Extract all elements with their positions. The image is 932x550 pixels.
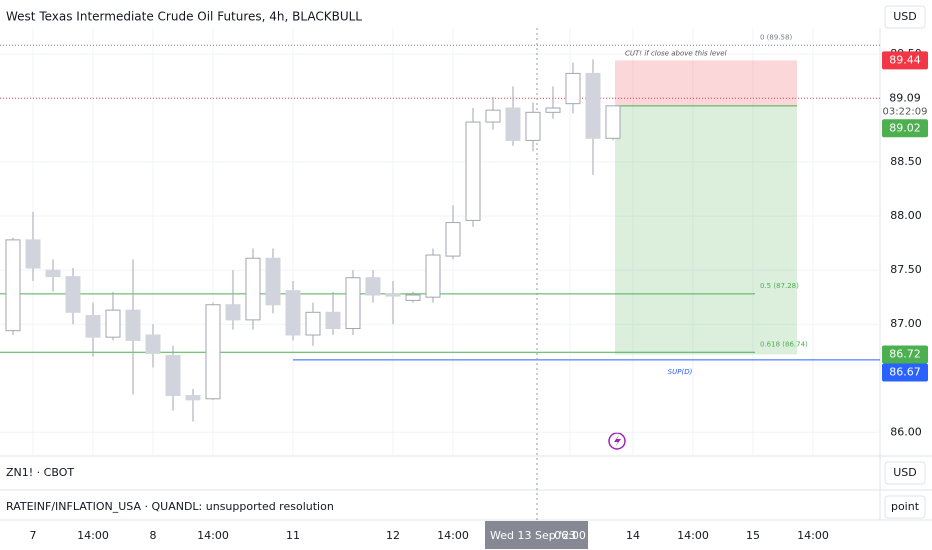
x-tick-label: 14:00 — [437, 529, 469, 542]
price-tag — [882, 345, 928, 364]
pane-scale[interactable]: USD — [893, 466, 917, 479]
y-tick-label: 88.50 — [890, 155, 922, 168]
price-tag-label: 89.02 — [889, 121, 921, 134]
price-tag-label: 86.72 — [889, 347, 921, 360]
pane-scale[interactable]: point — [891, 500, 920, 513]
currency[interactable]: USD — [893, 10, 917, 23]
alert-circle[interactable] — [608, 432, 626, 450]
stop-zone — [615, 60, 797, 106]
fib-label: 0 (89.58) — [760, 33, 792, 41]
x-tick-label: 14:00 — [197, 529, 229, 542]
chart-title: West Texas Intermediate Crude Oil Future… — [6, 10, 362, 24]
candle-body — [45, 269, 61, 278]
x-tick-label: 14:00 — [677, 529, 709, 542]
pane-scale-button[interactable] — [884, 495, 926, 519]
candle-body — [365, 277, 381, 296]
price-tag-sub: 03:22:09 — [883, 106, 928, 117]
candle-body — [265, 257, 281, 306]
price-tag-label: 86.67 — [889, 365, 921, 378]
x-tick-label: 14:00 — [797, 529, 829, 542]
price-tag — [882, 119, 928, 138]
candle-body — [125, 309, 141, 341]
candle-body — [225, 304, 241, 321]
currency-button[interactable] — [884, 5, 926, 29]
x-tick-label: 06:00 — [554, 529, 586, 542]
candle-body — [465, 121, 481, 221]
fib-label: 0.5 (87.28) — [760, 282, 799, 290]
price-tag — [882, 51, 928, 70]
candle-body — [585, 72, 601, 139]
candle-body — [285, 290, 301, 336]
candle-body — [485, 109, 501, 123]
x-tick-label: 12 — [386, 529, 400, 542]
x-tick-label: 14 — [626, 529, 640, 542]
pane-label: RATEINF/INFLATION_USA · QUANDL: unsuppor… — [6, 500, 334, 513]
candle-body — [405, 294, 421, 301]
candle-body — [105, 309, 121, 338]
pane-scale-button[interactable] — [884, 461, 926, 485]
candle-body — [425, 254, 441, 298]
candle-body — [505, 107, 521, 141]
candle-body — [5, 239, 21, 332]
candle-body — [165, 355, 181, 397]
candle-body — [385, 293, 401, 297]
candle-body — [525, 111, 541, 141]
x-tick-label: 15 — [746, 529, 760, 542]
alert-icon[interactable] — [608, 432, 626, 450]
pane-label: ZN1! · CBOT — [6, 466, 74, 479]
candle-body — [605, 105, 621, 139]
target-zone — [615, 105, 797, 355]
price-tag — [882, 89, 928, 120]
candle-body — [85, 315, 101, 338]
candle-body — [65, 276, 81, 313]
price-tag-label: 89.09 — [889, 91, 921, 104]
y-tick-label: 87.50 — [890, 263, 922, 276]
candle-body — [245, 257, 261, 321]
position-note: CUT! if close above this level — [625, 49, 727, 57]
crosshair-box — [485, 521, 588, 549]
candle-body — [145, 334, 161, 354]
candle-body — [545, 107, 561, 113]
candle-body — [185, 395, 201, 401]
x-tick-label: 8 — [150, 529, 157, 542]
price-tag-label: 89.44 — [889, 53, 921, 66]
candle-body — [25, 239, 41, 269]
x-tick-label: 14:00 — [77, 529, 109, 542]
y-tick-label: 87.00 — [890, 317, 922, 330]
candle-body — [325, 311, 341, 330]
candle-body — [565, 72, 581, 105]
support-label: SUP(D) — [668, 368, 693, 376]
price-tag — [882, 363, 928, 382]
alert-bolt[interactable] — [614, 435, 621, 447]
candle-body — [445, 222, 461, 257]
x-tick-label: 11 — [286, 529, 300, 542]
y-tick-label: 86.00 — [890, 425, 922, 438]
fib-label: 0.618 (86.74) — [760, 340, 808, 348]
candle-body — [305, 311, 321, 336]
candle-body — [345, 277, 361, 330]
candle-body — [205, 304, 221, 400]
x-tick-label: 7 — [30, 529, 37, 542]
y-tick-label: 88.00 — [890, 209, 922, 222]
crosshair-label: Wed 13 Sep '23 — [490, 529, 576, 542]
